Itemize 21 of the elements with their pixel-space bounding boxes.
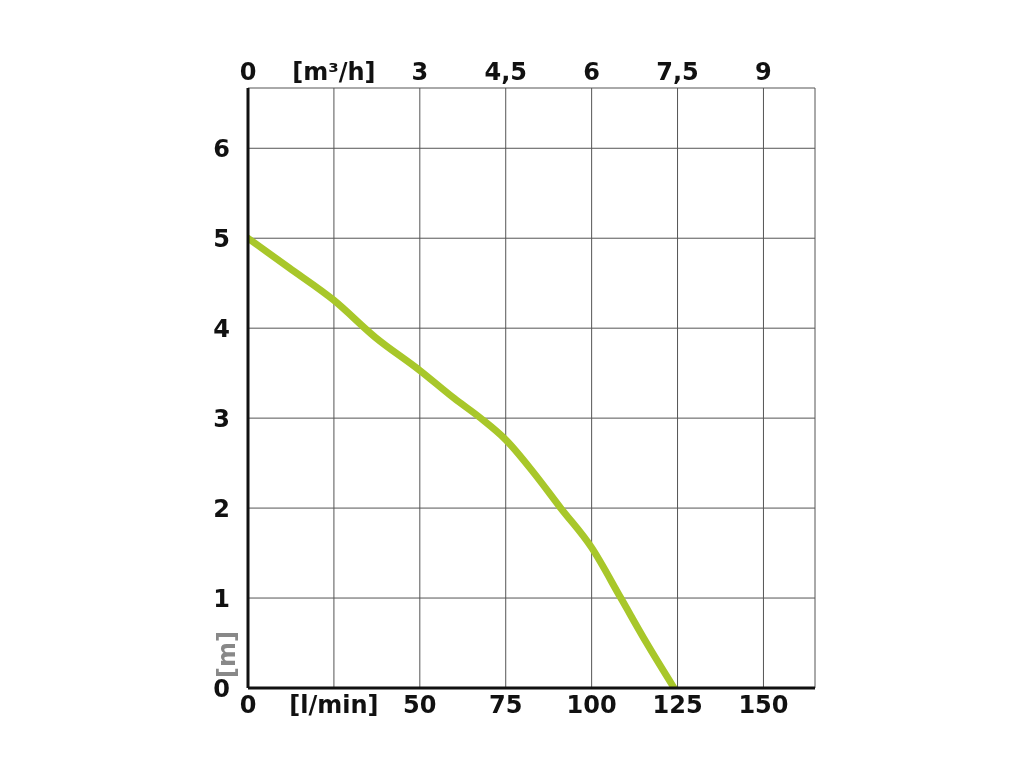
- y-tick-label: 2: [213, 494, 230, 523]
- x2-tick-label: 9: [755, 58, 772, 86]
- x2-tick-label: 3: [411, 58, 429, 86]
- x2-tick-label: [m³/h]: [292, 58, 376, 86]
- x-tick-label: 0: [239, 691, 257, 720]
- x2-tick-label: 4,5: [484, 58, 527, 86]
- y-axis-title: [m]: [213, 631, 241, 678]
- y-tick-label: 1: [213, 584, 230, 613]
- x-tick-label: 50: [403, 691, 437, 720]
- y-tick-label: 5: [213, 224, 230, 253]
- x-tick-label: 150: [738, 691, 789, 720]
- y-tick-label: 6: [213, 134, 230, 163]
- x-tick-label: 100: [566, 691, 617, 720]
- x-tick-label: 75: [489, 691, 523, 720]
- x2-tick-label: 6: [583, 58, 600, 86]
- y-tick-label: 4: [213, 314, 230, 343]
- x-tick-label: [l/min]: [289, 691, 379, 720]
- x2-tick-label: 0: [239, 58, 257, 86]
- x2-tick-label: 7,5: [656, 58, 699, 86]
- x-tick-label: 125: [652, 691, 703, 720]
- y-tick-label: 3: [213, 404, 230, 433]
